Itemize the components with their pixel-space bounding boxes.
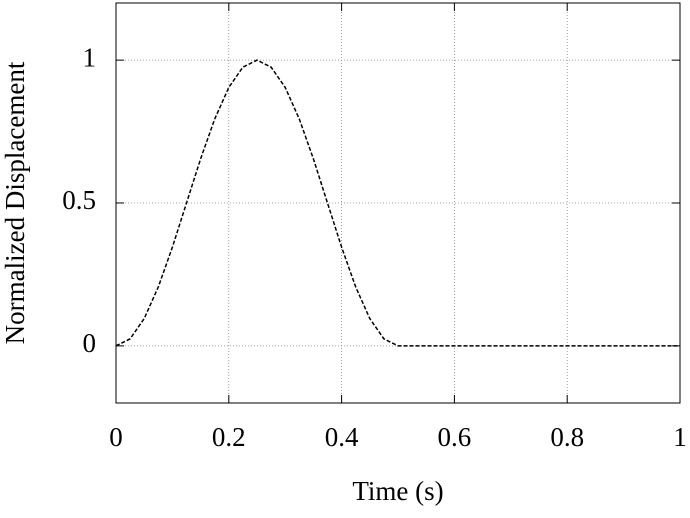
plot-frame xyxy=(115,2,681,404)
x-tick-label: 0.4 xyxy=(325,422,359,452)
y-tick-label: 1 xyxy=(83,42,97,72)
x-axis-label: Time (s) xyxy=(352,476,443,506)
x-tick-label: 0.2 xyxy=(212,422,246,452)
y-tick-label: 0 xyxy=(83,328,97,358)
data-line xyxy=(115,59,680,347)
y-axis-label: Normalized Displacement xyxy=(0,61,30,344)
x-tick-label: 0 xyxy=(109,422,123,452)
x-tick-label: 0.8 xyxy=(550,422,584,452)
y-tick-label: 0.5 xyxy=(62,185,96,215)
x-tick-label: 0.6 xyxy=(438,422,472,452)
x-tick-label: 1 xyxy=(673,422,687,452)
